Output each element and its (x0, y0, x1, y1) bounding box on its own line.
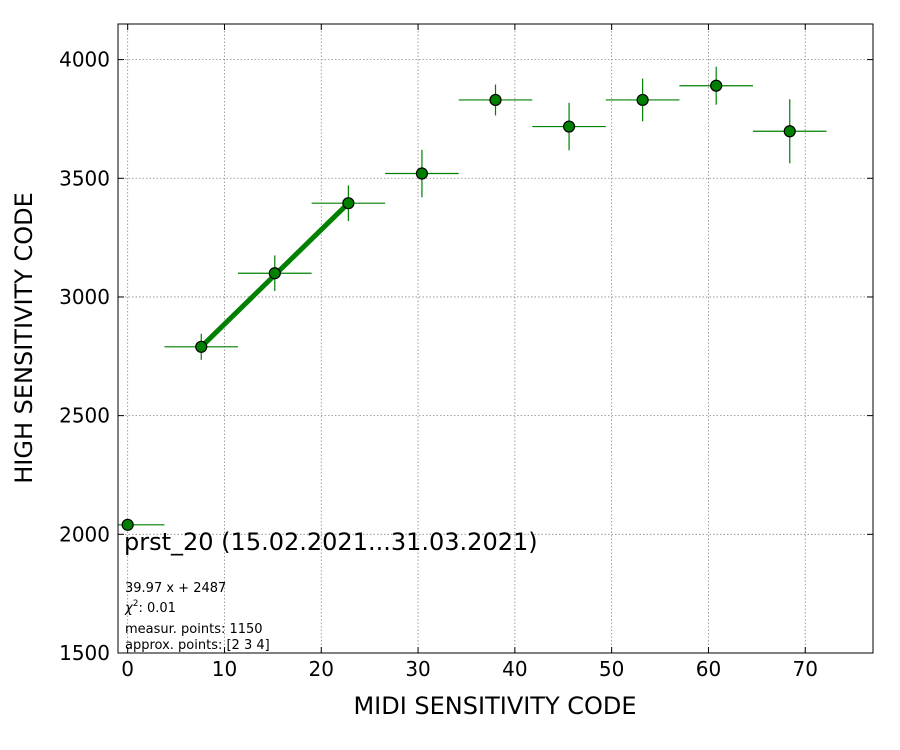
data-point (415, 167, 429, 180)
plot-frame (117, 23, 874, 654)
x-tick-label: 10 (212, 657, 237, 681)
grid (118, 24, 873, 654)
y-axis-label: HIGH SENSITIVITY CODE (10, 192, 38, 484)
y-tick-label: 2000 (59, 522, 110, 546)
axis-ticks (118, 24, 873, 654)
data-point (268, 267, 281, 280)
data-point (195, 340, 208, 353)
annotation-chi-sup: 2 (133, 599, 139, 609)
annotation-chi-value: : 0.01 (138, 601, 175, 616)
y-tick-label: 2500 (59, 404, 110, 428)
data-point (562, 120, 576, 133)
x-tick-label: 20 (309, 657, 334, 681)
data-point (636, 93, 649, 107)
annotation-chi-symbol: χ (124, 601, 134, 616)
x-tick-label: 70 (793, 657, 818, 681)
x-tick-label: 50 (599, 657, 624, 681)
data-markers (121, 79, 796, 531)
x-axis-label: MIDI SENSITIVITY CODE (353, 692, 636, 720)
annotation-approx-points: approx. points: [2 3 4] (125, 638, 270, 653)
annotation-title: prst_20 (15.02.2021...31.03.2021) (124, 528, 538, 556)
y-tick-label: 1500 (59, 641, 110, 665)
annotation-measur-points: measur. points: 1150 (125, 622, 263, 637)
annotation-chi2: χ2: 0.01 (124, 599, 176, 616)
data-point (489, 93, 502, 107)
x-tick-label: 40 (502, 657, 527, 681)
error-bars (118, 66, 827, 526)
y-tick-label: 3000 (59, 285, 110, 309)
x-tick-label: 30 (405, 657, 430, 681)
data-point (121, 518, 134, 531)
annotation-equation: 39.97 x + 2487 (125, 581, 226, 596)
data-point (783, 125, 796, 138)
y-tick-label: 4000 (59, 48, 110, 72)
data-point (342, 197, 355, 210)
y-tick-label: 3500 (59, 166, 110, 190)
x-tick-label: 0 (121, 657, 134, 681)
x-tick-label: 60 (696, 657, 721, 681)
data-point (710, 79, 723, 92)
tick-labels: 0 10 20 30 40 50 60 70 1500 2000 2500 3000 3500 4000 (59, 48, 818, 681)
